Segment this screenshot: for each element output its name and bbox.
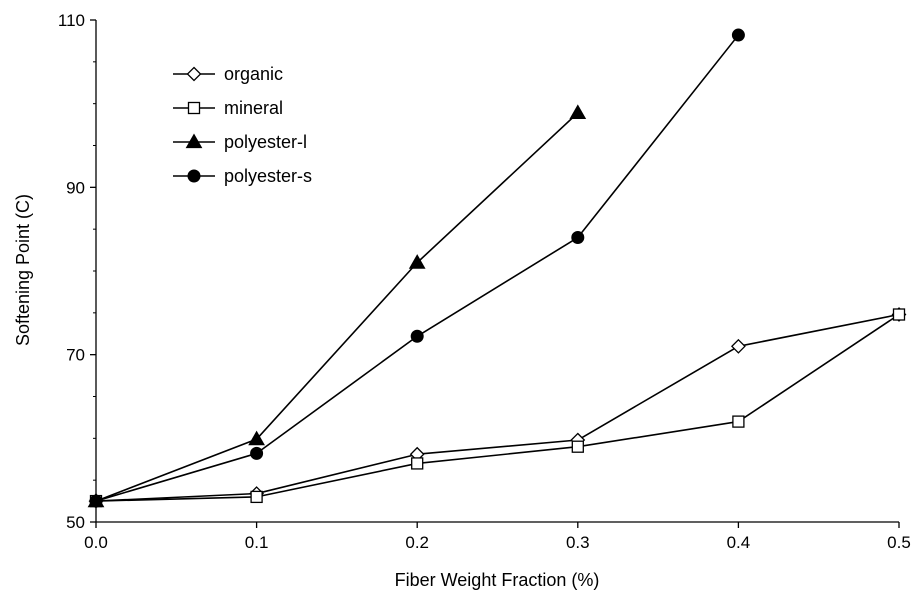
legend-marker-polyester-s bbox=[187, 169, 201, 183]
series-line-organic bbox=[95, 313, 900, 502]
legend-marker-organic bbox=[186, 66, 202, 82]
data-point-polyester-l bbox=[248, 430, 265, 446]
x-tick-label: 0.1 bbox=[245, 533, 269, 552]
series-line-polyester-l bbox=[95, 112, 579, 502]
legend-label: organic bbox=[224, 64, 283, 84]
y-tick-label: 70 bbox=[66, 346, 85, 365]
x-tick-label: 0.0 bbox=[84, 533, 108, 552]
legend-label: polyester-s bbox=[224, 166, 312, 186]
legend-marker-polyester-l bbox=[185, 133, 203, 149]
series-organic bbox=[88, 307, 907, 509]
data-point-polyester-s bbox=[89, 494, 103, 508]
data-point-organic bbox=[730, 338, 746, 354]
data-point-polyester-l bbox=[569, 104, 587, 119]
x-tick-label: 0.2 bbox=[405, 533, 429, 552]
y-tick-label: 90 bbox=[66, 178, 85, 197]
legend: organic mineral polyester-l polyester-s bbox=[173, 64, 312, 186]
data-point-mineral bbox=[571, 440, 584, 453]
data-point-mineral bbox=[732, 415, 745, 428]
legend-marker-mineral bbox=[187, 101, 201, 115]
x-tick-label: 0.5 bbox=[887, 533, 911, 552]
x-axis-title: Fiber Weight Fraction (%) bbox=[395, 570, 600, 590]
y-tick-label: 50 bbox=[66, 513, 85, 532]
legend-item-organic: organic bbox=[173, 64, 283, 84]
x-tick-label: 0.4 bbox=[727, 533, 751, 552]
legend-item-polyester-l: polyester-l bbox=[173, 132, 307, 152]
series-line-mineral bbox=[95, 313, 900, 502]
series-layer bbox=[87, 28, 907, 509]
data-point-mineral bbox=[250, 490, 263, 504]
data-point-polyester-s bbox=[571, 231, 585, 245]
data-point-mineral bbox=[892, 308, 906, 321]
legend-item-mineral: mineral bbox=[173, 98, 283, 118]
data-point-mineral bbox=[411, 457, 424, 470]
legend-label: mineral bbox=[224, 98, 283, 118]
legend-label: polyester-l bbox=[224, 132, 307, 152]
y-tick-label: 110 bbox=[58, 11, 85, 30]
data-point-polyester-s bbox=[410, 329, 424, 343]
series-polyester-s bbox=[89, 28, 745, 508]
series-mineral bbox=[89, 308, 906, 508]
legend-item-polyester-s: polyester-s bbox=[173, 166, 312, 186]
data-point-polyester-s bbox=[250, 446, 264, 460]
axes: 50 70 90 110 0.0 0.1 0.2 0.3 0.4 0.5 bbox=[58, 11, 911, 552]
y-axis-title: Softening Point (C) bbox=[13, 194, 33, 346]
data-point-polyester-l bbox=[408, 254, 426, 269]
data-point-polyester-s bbox=[731, 28, 745, 42]
x-tick-label: 0.3 bbox=[566, 533, 590, 552]
